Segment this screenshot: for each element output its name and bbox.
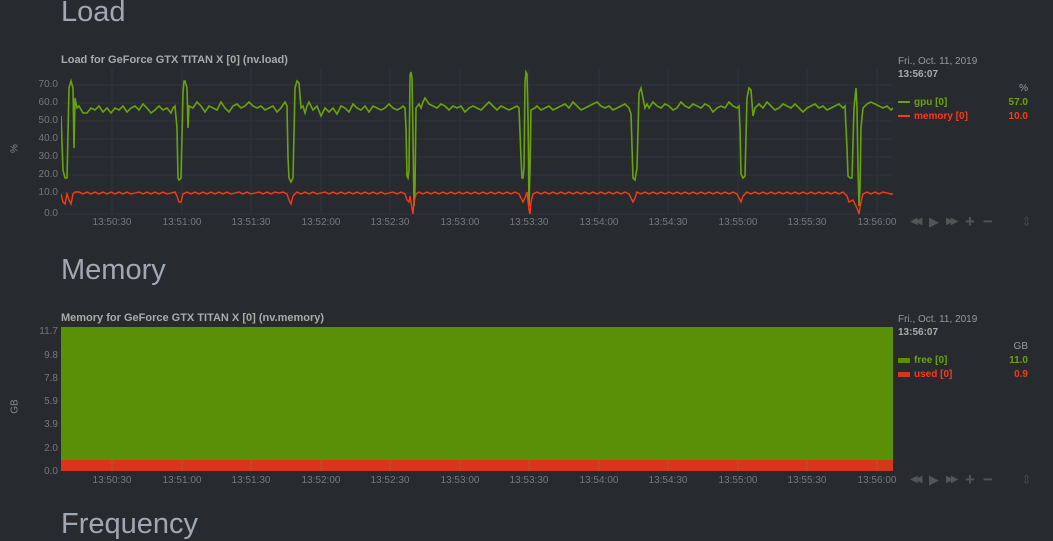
- y-tick: 10.0: [38, 187, 58, 198]
- x-tick: 13:51:00: [162, 475, 202, 486]
- legend-label: gpu [0]: [914, 97, 948, 108]
- legend-item-gpu[interactable]: gpu [0] 57.0: [898, 97, 1028, 108]
- y-tick: 60.0: [38, 97, 58, 108]
- y-tick: 9.8: [44, 350, 58, 361]
- x-tick: 13:50:30: [92, 475, 132, 486]
- x-tick: 13:56:00: [857, 217, 897, 228]
- load-chart-plot[interactable]: [61, 68, 893, 216]
- y-tick: 0.0: [44, 208, 58, 219]
- y-tick: 11.7: [39, 326, 58, 337]
- memory-swatch-icon: [898, 115, 910, 118]
- x-tick: 13:51:30: [231, 475, 271, 486]
- zoom-out-icon[interactable]: −: [983, 212, 993, 231]
- y-tick: 40.0: [38, 133, 58, 144]
- x-tick: 13:52:00: [301, 475, 341, 486]
- y-tick: 20.0: [38, 169, 58, 180]
- section-title-frequency: Frequency: [61, 508, 199, 540]
- y-tick: 2.0: [44, 443, 58, 454]
- resize-handle-icon[interactable]: ⇕: [1021, 472, 1032, 487]
- load-chart-toolbar: ◀◀ ▶ ▶▶ + − ⇕: [910, 212, 1040, 231]
- legend-value: 0.9: [1014, 369, 1028, 380]
- y-tick: 50.0: [38, 115, 58, 126]
- used-area: [61, 460, 893, 471]
- x-tick: 13:55:00: [718, 217, 758, 228]
- zoom-in-icon[interactable]: +: [965, 470, 975, 489]
- legend-value: 57.0: [1008, 97, 1028, 108]
- x-tick: 13:56:00: [857, 475, 897, 486]
- free-swatch-icon: [898, 357, 910, 363]
- legend-value: 10.0: [1008, 111, 1028, 122]
- fast-forward-icon[interactable]: ▶▶: [946, 216, 959, 227]
- rewind-icon[interactable]: ◀◀: [910, 216, 923, 227]
- x-tick: 13:54:30: [648, 217, 688, 228]
- x-tick: 13:51:30: [231, 217, 271, 228]
- x-tick: 13:52:00: [301, 217, 341, 228]
- load-chart-title: Load for GeForce GTX TITAN X [0] (nv.loa…: [61, 54, 288, 66]
- x-tick: 13:55:30: [787, 217, 827, 228]
- free-area: [61, 327, 893, 460]
- legend-label: memory [0]: [914, 111, 968, 122]
- memory-chart-title: Memory for GeForce GTX TITAN X [0] (nv.m…: [61, 312, 325, 324]
- x-tick: 13:53:30: [509, 217, 549, 228]
- zoom-in-icon[interactable]: +: [965, 212, 975, 231]
- y-tick: 3.9: [44, 419, 58, 430]
- section-title-load: Load: [61, 0, 126, 28]
- legend-item-used[interactable]: used [0] 0.9: [898, 369, 1028, 380]
- x-tick: 13:53:00: [440, 217, 480, 228]
- zoom-out-icon[interactable]: −: [983, 470, 993, 489]
- y-tick: 0.0: [44, 466, 58, 477]
- x-tick: 13:51:00: [162, 217, 202, 228]
- x-tick: 13:53:30: [509, 475, 549, 486]
- legend-time: 13:56:07: [898, 327, 939, 338]
- used-swatch-icon: [898, 371, 910, 377]
- y-tick: 30.0: [38, 151, 58, 162]
- x-tick: 13:54:30: [648, 475, 688, 486]
- x-tick: 13:52:30: [370, 475, 410, 486]
- gpu-swatch-icon: [898, 101, 910, 104]
- y-tick: 7.8: [44, 373, 58, 384]
- x-tick: 13:55:00: [718, 475, 758, 486]
- legend-item-free[interactable]: free [0] 11.0: [898, 355, 1028, 366]
- section-title-memory: Memory: [61, 254, 166, 286]
- play-icon[interactable]: ▶: [929, 214, 939, 229]
- memory-chart-toolbar: ◀◀ ▶ ▶▶ + − ⇕: [910, 470, 1040, 489]
- fast-forward-icon[interactable]: ▶▶: [946, 474, 959, 485]
- legend-label: used [0]: [914, 369, 953, 380]
- x-tick: 13:52:30: [370, 217, 410, 228]
- gpu-series-line: [61, 69, 893, 207]
- legend-item-memory[interactable]: memory [0] 10.0: [898, 111, 1028, 122]
- rewind-icon[interactable]: ◀◀: [910, 474, 923, 485]
- y-tick: 70.0: [38, 79, 58, 90]
- memory-chart-plot[interactable]: [61, 327, 893, 471]
- x-tick: 13:50:30: [92, 217, 132, 228]
- legend-value: 11.0: [1009, 355, 1028, 366]
- memory-series-line: [61, 191, 893, 215]
- legend-date: Fri., Oct. 11, 2019: [898, 314, 978, 325]
- x-tick: 13:55:30: [787, 475, 827, 486]
- legend-time: 13:56:07: [898, 69, 939, 80]
- legend-date: Fri., Oct. 11, 2019: [898, 56, 978, 67]
- legend-unit: %: [1019, 83, 1028, 94]
- x-tick: 13:53:00: [440, 475, 480, 486]
- x-tick: 13:54:00: [579, 475, 619, 486]
- legend-label: free [0]: [914, 355, 948, 366]
- x-tick: 13:54:00: [579, 217, 619, 228]
- legend-unit: GB: [1013, 341, 1028, 352]
- resize-handle-icon[interactable]: ⇕: [1021, 214, 1032, 229]
- y-tick: 5.9: [44, 396, 58, 407]
- play-icon[interactable]: ▶: [929, 472, 939, 487]
